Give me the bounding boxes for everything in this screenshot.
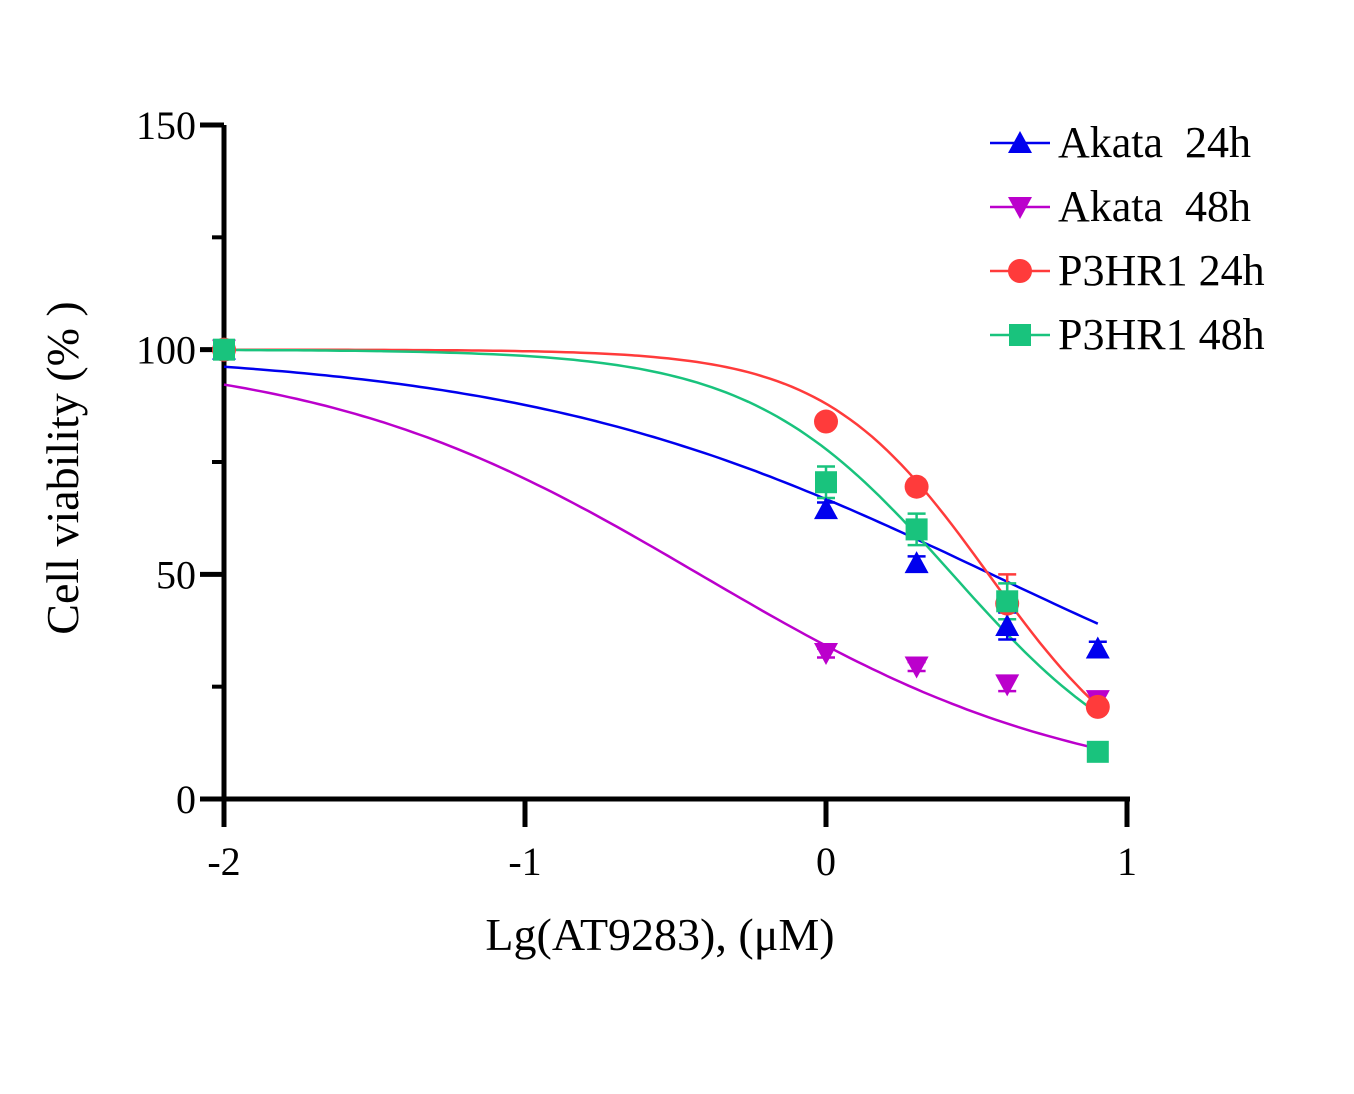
- legend-label: Akata 48h: [1058, 182, 1251, 231]
- data-point: [905, 518, 928, 541]
- legend-label: P3HR1 48h: [1058, 310, 1265, 359]
- data-point: [814, 409, 838, 434]
- data-points: [212, 337, 1110, 763]
- x-tick-label: -1: [508, 839, 541, 884]
- data-point: [1085, 694, 1110, 719]
- y-axis-title: Cell viability (% ): [37, 301, 88, 634]
- data-point: [904, 474, 929, 499]
- data-point: [996, 590, 1019, 613]
- x-ticks: -2 -1 0 1: [207, 799, 1137, 884]
- fit-curve: [223, 365, 1099, 625]
- data-point: [904, 551, 929, 574]
- x-tick-label: 0: [816, 839, 836, 884]
- legend-marker: [1008, 131, 1032, 153]
- legend-item: Akata 48h: [990, 182, 1251, 231]
- fit-curves: [223, 348, 1099, 750]
- data-point: [995, 614, 1020, 637]
- y-tick-label: 100: [136, 328, 196, 373]
- legend-marker: [1008, 197, 1032, 219]
- x-tick-label: -2: [207, 839, 240, 884]
- data-point: [995, 674, 1020, 697]
- legend-marker: [1009, 324, 1031, 346]
- fit-curve: [224, 348, 1099, 707]
- y-tick-label: 0: [176, 777, 196, 822]
- data-point: [904, 656, 929, 679]
- y-tick-label: 50: [156, 552, 196, 597]
- data-point: [213, 338, 235, 361]
- data-point: [1085, 636, 1110, 659]
- data-point: [815, 471, 837, 494]
- legend-item: P3HR1 24h: [990, 246, 1265, 295]
- y-ticks: 0 50 100 150: [136, 103, 224, 822]
- fit-curve: [224, 348, 1099, 715]
- legend-item: Akata 24h: [990, 118, 1251, 167]
- legend-label: P3HR1 24h: [1058, 246, 1265, 295]
- axes: [221, 125, 1130, 802]
- legend-label: Akata 24h: [1058, 118, 1251, 167]
- data-point: [814, 497, 838, 520]
- legend: Akata 24h Akata 48h P3HR1 24h P3HR1 48h: [990, 118, 1265, 359]
- data-point: [1086, 740, 1109, 763]
- legend-item: P3HR1 48h: [990, 310, 1265, 359]
- data-point: [814, 642, 838, 665]
- y-tick-label: 150: [136, 103, 196, 148]
- x-axis-title: Lg(AT9283), (μM): [485, 909, 834, 960]
- x-tick-label: 1: [1117, 839, 1137, 884]
- fit-curve: [223, 383, 1099, 750]
- legend-marker: [1008, 259, 1032, 283]
